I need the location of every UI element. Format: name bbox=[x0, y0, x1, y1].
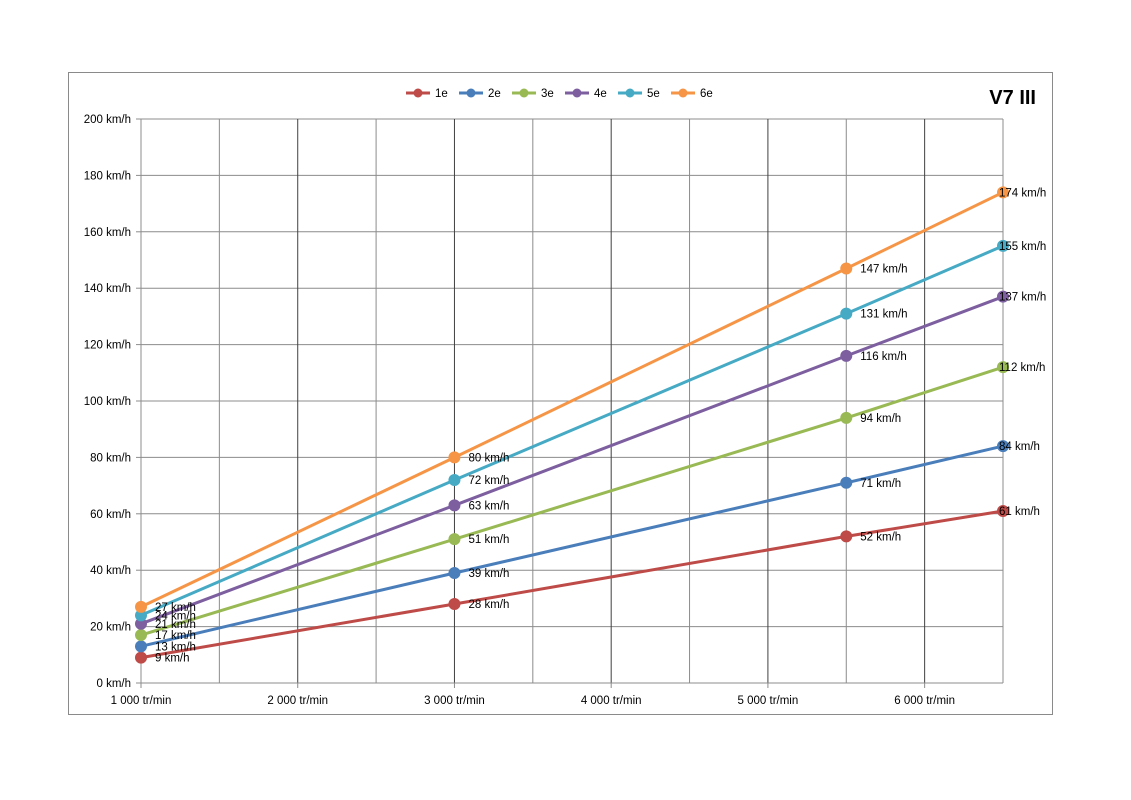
data-point-6e bbox=[840, 262, 853, 275]
series-line-3e bbox=[140, 365, 1004, 637]
data-point-3e bbox=[448, 533, 461, 546]
y-tick-label: 40 km/h bbox=[90, 565, 131, 577]
legend: 1e 2e 3e 4e 5e 6e bbox=[406, 88, 713, 100]
data-point-6e bbox=[997, 186, 1009, 199]
legend-label-3e: 3e bbox=[541, 88, 554, 100]
series-line-5e bbox=[140, 244, 1004, 617]
data-point-1e bbox=[997, 504, 1009, 517]
data-label-6e: 27 km/h bbox=[155, 602, 196, 614]
data-label-3e: 94 km/h bbox=[860, 413, 901, 425]
chart-title: V7 III bbox=[989, 87, 1036, 109]
data-label-1e: 28 km/h bbox=[468, 599, 509, 611]
y-tick-label: 180 km/h bbox=[84, 170, 131, 182]
data-label-3e: 51 km/h bbox=[468, 534, 509, 546]
data-label-1e: 9 km/h bbox=[155, 653, 190, 665]
data-point-3e bbox=[997, 361, 1009, 374]
data-label-4e: 63 km/h bbox=[468, 500, 509, 512]
legend-marker-4e bbox=[572, 88, 582, 98]
data-point-5e bbox=[997, 239, 1009, 252]
data-label-4e: 116 km/h bbox=[860, 351, 906, 363]
y-tick-label: 120 km/h bbox=[84, 340, 131, 352]
data-point-2e bbox=[840, 476, 853, 489]
data-point-4e bbox=[840, 349, 853, 362]
data-label-2e: 13 km/h bbox=[155, 641, 196, 653]
data-label-2e: 84 km/h bbox=[999, 441, 1040, 453]
legend-marker-5e bbox=[625, 88, 635, 98]
data-label-3e: 17 km/h bbox=[155, 630, 196, 642]
data-point-6e bbox=[448, 451, 461, 464]
grid bbox=[141, 118, 1004, 683]
x-tick-label: 2 000 tr/min bbox=[267, 695, 328, 707]
legend-marker-3e bbox=[519, 88, 529, 98]
x-tick-label: 1 000 tr/min bbox=[111, 695, 172, 707]
legend-label-4e: 4e bbox=[594, 88, 607, 100]
data-label-6e: 174 km/h bbox=[999, 187, 1046, 199]
data-label-6e: 80 km/h bbox=[468, 452, 509, 464]
y-tick-label: 100 km/h bbox=[84, 396, 131, 408]
data-label-3e: 112 km/h bbox=[999, 362, 1045, 374]
data-label-6e: 147 km/h bbox=[860, 263, 907, 275]
axes: 0 km/h 20 km/h 40 km/h 60 km/h 80 km/h 100 km… bbox=[84, 114, 1003, 707]
series-line-1e bbox=[140, 509, 1004, 660]
x-tick-label: 6 000 tr/min bbox=[894, 695, 955, 707]
series-line-2e bbox=[140, 444, 1004, 648]
data-label-1e: 61 km/h bbox=[999, 506, 1040, 518]
legend-marker-6e bbox=[678, 88, 688, 98]
data-point-2e bbox=[448, 567, 461, 580]
legend-label-1e: 1e bbox=[435, 88, 448, 100]
data-label-5e: 72 km/h bbox=[468, 475, 509, 487]
data-label-5e: 24 km/h bbox=[155, 610, 196, 622]
legend-marker-1e bbox=[413, 88, 423, 98]
y-tick-label: 80 km/h bbox=[90, 452, 131, 464]
y-tick-label: 200 km/h bbox=[84, 114, 131, 126]
series-line-6e bbox=[140, 190, 1004, 609]
data-label-2e: 39 km/h bbox=[468, 568, 509, 580]
series bbox=[135, 186, 1009, 664]
data-point-4e bbox=[448, 499, 461, 512]
data-label-4e: 21 km/h bbox=[155, 619, 196, 631]
y-tick-label: 160 km/h bbox=[84, 227, 131, 239]
data-point-5e bbox=[840, 307, 853, 320]
data-point-2e bbox=[997, 440, 1009, 453]
legend-label-5e: 5e bbox=[647, 88, 660, 100]
series-line-4e bbox=[140, 295, 1004, 626]
data-labels: 9 km/h 28 km/h 52 km/h 61 km/h 13 km/h 39 km/… bbox=[155, 187, 1046, 664]
data-point-3e bbox=[840, 411, 853, 424]
data-point-1e bbox=[840, 530, 853, 543]
data-point-6e bbox=[135, 600, 147, 613]
data-point-1e bbox=[135, 651, 147, 664]
legend-label-2e: 2e bbox=[488, 88, 501, 100]
y-tick-label: 20 km/h bbox=[90, 622, 131, 634]
y-tick-label: 0 km/h bbox=[96, 678, 131, 690]
y-tick-label: 140 km/h bbox=[84, 283, 131, 295]
data-label-5e: 155 km/h bbox=[999, 241, 1046, 253]
legend-label-6e: 6e bbox=[700, 88, 713, 100]
legend-marker-2e bbox=[466, 88, 476, 98]
data-point-2e bbox=[135, 640, 147, 653]
data-label-4e: 137 km/h bbox=[999, 292, 1046, 304]
data-point-4e bbox=[997, 290, 1009, 303]
data-point-1e bbox=[448, 598, 461, 611]
data-label-1e: 52 km/h bbox=[860, 531, 901, 543]
x-tick-label: 3 000 tr/min bbox=[424, 695, 485, 707]
data-label-5e: 131 km/h bbox=[860, 309, 907, 321]
x-tick-label: 5 000 tr/min bbox=[738, 695, 799, 707]
data-point-3e bbox=[135, 629, 147, 642]
data-label-2e: 71 km/h bbox=[860, 478, 901, 490]
x-tick-label: 4 000 tr/min bbox=[581, 695, 642, 707]
y-tick-label: 60 km/h bbox=[90, 509, 131, 521]
data-point-5e bbox=[448, 473, 461, 486]
